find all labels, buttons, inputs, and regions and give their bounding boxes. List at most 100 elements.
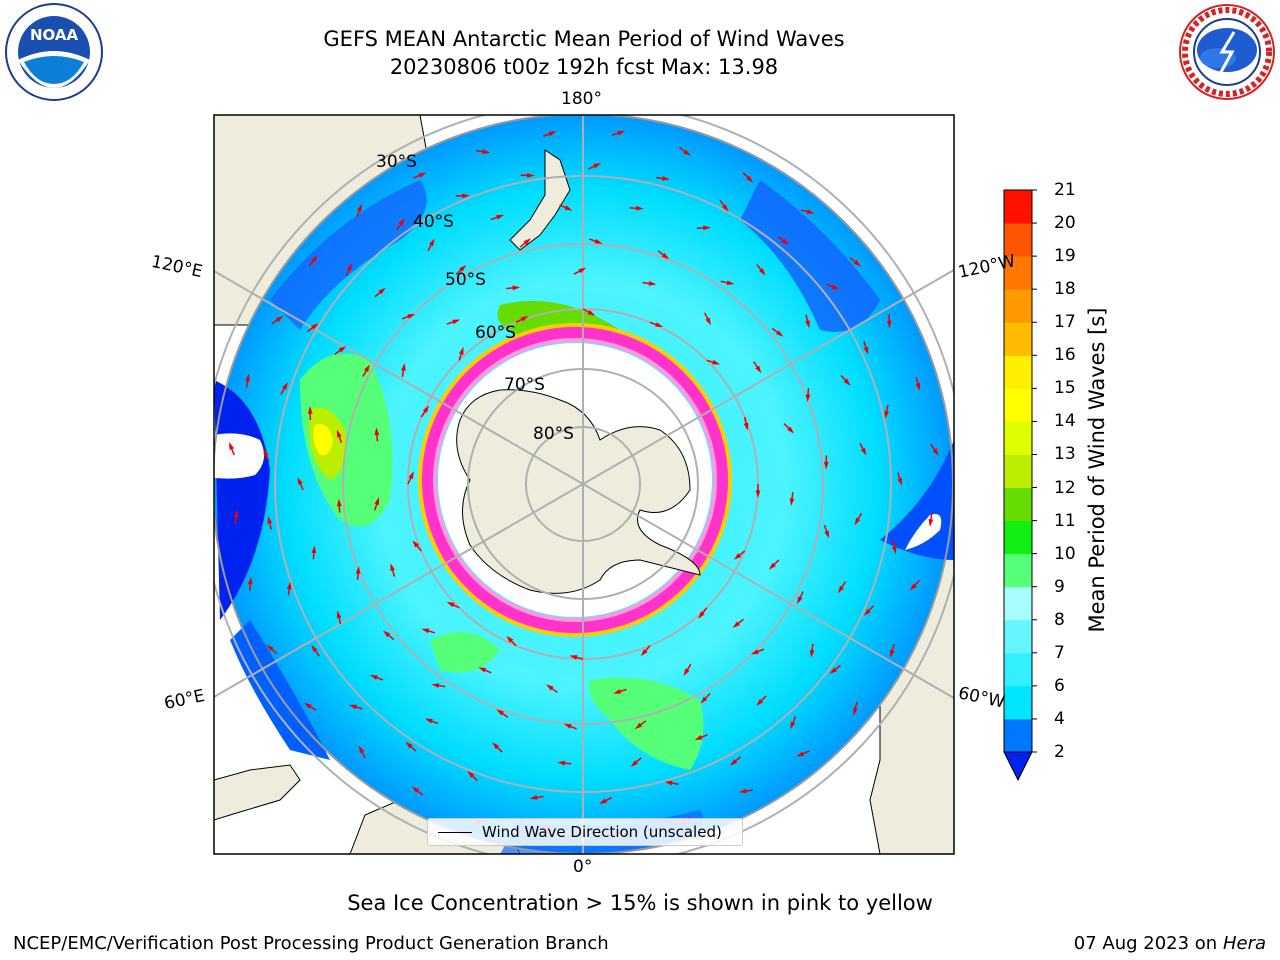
chart-title: GEFS MEAN Antarctic Mean Period of Wind … — [323, 27, 845, 51]
wind-wave-arrow-head — [418, 172, 427, 178]
wind-wave-arrow-head — [787, 426, 795, 434]
wind-wave-arrow-head — [587, 310, 596, 316]
wind-wave-arrow-head — [364, 364, 370, 373]
missing-data-patch-west — [214, 433, 264, 479]
colorbar-bin — [1004, 718, 1032, 753]
legend-line-swatch — [438, 831, 472, 833]
wind-wave-arrow-head — [733, 553, 742, 560]
wind-wave-arrow-head — [635, 205, 644, 211]
wind-wave-arrow-head — [412, 540, 419, 548]
wind-wave-arrow-head — [700, 696, 708, 704]
wind-wave-arrow-head — [346, 262, 352, 271]
land-antarctica — [456, 389, 701, 594]
colorbar-tick-label: 16 — [1054, 345, 1076, 366]
colorbar-tick-label: 20 — [1054, 213, 1076, 234]
wind-wave-arrow-head — [886, 320, 892, 329]
wind-wave-arrow-head — [529, 795, 538, 800]
wind-wave-arrow-head — [831, 284, 840, 290]
colorbar-tick-label: 9 — [1054, 576, 1065, 597]
wind-wave-arrow-head — [358, 745, 365, 754]
wind-wave-arrow-head — [729, 759, 738, 766]
wind-wave-arrow-head — [247, 576, 253, 585]
legend-label: Wind Wave Direction (unscaled) — [482, 823, 722, 841]
wind-wave-arrow-head — [275, 315, 284, 323]
colorbar-bin — [1004, 223, 1032, 257]
wind-wave-arrow-head — [809, 649, 815, 658]
wind-wave-arrow-head — [854, 517, 861, 526]
wind-wave-arrow-head — [282, 382, 288, 390]
sea-ice-footnote: Sea Ice Concentration > 15% is shown in … — [347, 891, 933, 915]
wind-wave-arrow-head — [743, 422, 749, 431]
wind-wave-arrow-head — [407, 313, 416, 319]
wind-wave-arrow-head — [705, 317, 711, 326]
wind-wave-arrow-head — [233, 509, 239, 518]
wind-wave-arrow-head — [884, 410, 889, 419]
wind-wave-arrow-head — [755, 490, 761, 498]
colorbar-bin — [1004, 520, 1032, 555]
wind-wave-arrow-head — [806, 209, 815, 214]
wind-wave-arrow-head — [245, 373, 250, 382]
wind-wave-arrow-head — [431, 683, 440, 688]
wind-wave-arrow-head — [563, 723, 572, 729]
sea-ice-outer-edge — [418, 323, 732, 637]
wind-wave-arrow-head — [732, 621, 740, 628]
wind-wave-arrow-head — [824, 530, 830, 539]
colorbar-tick-label: 14 — [1054, 411, 1076, 432]
colorbar-under-extension — [1003, 751, 1033, 782]
colorbar-bin — [1004, 553, 1032, 588]
colorbar-bin — [1004, 619, 1032, 654]
colorbar-bin — [1004, 421, 1032, 455]
wind-wave-arrow-head — [527, 173, 535, 178]
wind-wave-arrow-head — [311, 323, 319, 330]
colorbar-tick-label: 7 — [1054, 642, 1065, 663]
wind-wave-arrow-head — [634, 722, 643, 730]
wind-wave-arrow-head — [546, 684, 554, 691]
wind-wave-arrow-head — [462, 193, 470, 199]
wind-wave-arrow-head — [348, 704, 357, 710]
wind-wave-arrow-head — [768, 562, 776, 570]
datestamp: 07 Aug 2023 on Hera — [1074, 933, 1266, 954]
wind-wave-arrow-head — [569, 655, 578, 660]
lon-label-0: 0° — [573, 857, 593, 877]
wind-wave-arrow-head — [712, 359, 721, 365]
noaa-logo-text: NOAA — [30, 26, 79, 44]
long-period-patch-indian — [430, 632, 500, 673]
wind-wave-arrow-head — [617, 130, 626, 136]
wind-wave-arrow-head — [263, 448, 269, 457]
wind-wave-arrow-head — [467, 770, 475, 778]
chart-subtitle: 20230806 t00z 192h fcst Max: 13.98 — [389, 55, 779, 79]
lon-label-180: 180° — [561, 89, 602, 109]
wind-wave-arrow-head — [823, 461, 829, 470]
wind-wave-arrow-head — [398, 218, 405, 226]
colorbar-bin — [1004, 289, 1032, 323]
wind-wave-arrow-head — [303, 702, 312, 709]
wind-wave-arrow-head — [613, 689, 622, 694]
wind-wave-arrow-head — [478, 667, 487, 673]
wind-wave-arrow-head — [796, 596, 803, 605]
colorbar-tick-label: 4 — [1054, 708, 1065, 729]
producer-credit: NCEP/EMC/Verification Post Processing Pr… — [13, 933, 609, 954]
wind-wave-arrow-head — [557, 760, 566, 766]
wind-wave-arrow-head — [759, 268, 766, 276]
wind-wave-arrow-head — [458, 346, 464, 355]
wind-wave-arrow-head — [356, 203, 362, 212]
wind-wave-arrow-head — [369, 675, 378, 680]
wind-wave-arrow-head — [789, 498, 795, 507]
wind-wave-arrow-head — [746, 175, 754, 183]
wind-wave-arrow-head — [307, 406, 313, 414]
wind-wave-arrow-head — [311, 545, 317, 554]
colorbar-bin — [1004, 355, 1032, 389]
wind-wave-arrow-head — [781, 238, 790, 246]
wind-wave-arrow-head — [698, 611, 705, 619]
wind-wave-arrow-head — [336, 498, 342, 507]
land-africa-madagascar — [214, 764, 301, 821]
colorbar-tick-label: 8 — [1054, 609, 1065, 630]
colorbar-bin — [1004, 256, 1032, 290]
colorbar-bin — [1004, 685, 1032, 720]
wind-wave-arrow-head — [424, 718, 433, 724]
wind-wave-arrow-head — [694, 735, 703, 741]
wind-wave-arrow-head — [648, 281, 657, 286]
wind-wave-arrow-head — [378, 287, 386, 295]
wind-wave-arrow-head — [506, 635, 514, 643]
wind-wave-arrow-head — [496, 709, 504, 716]
